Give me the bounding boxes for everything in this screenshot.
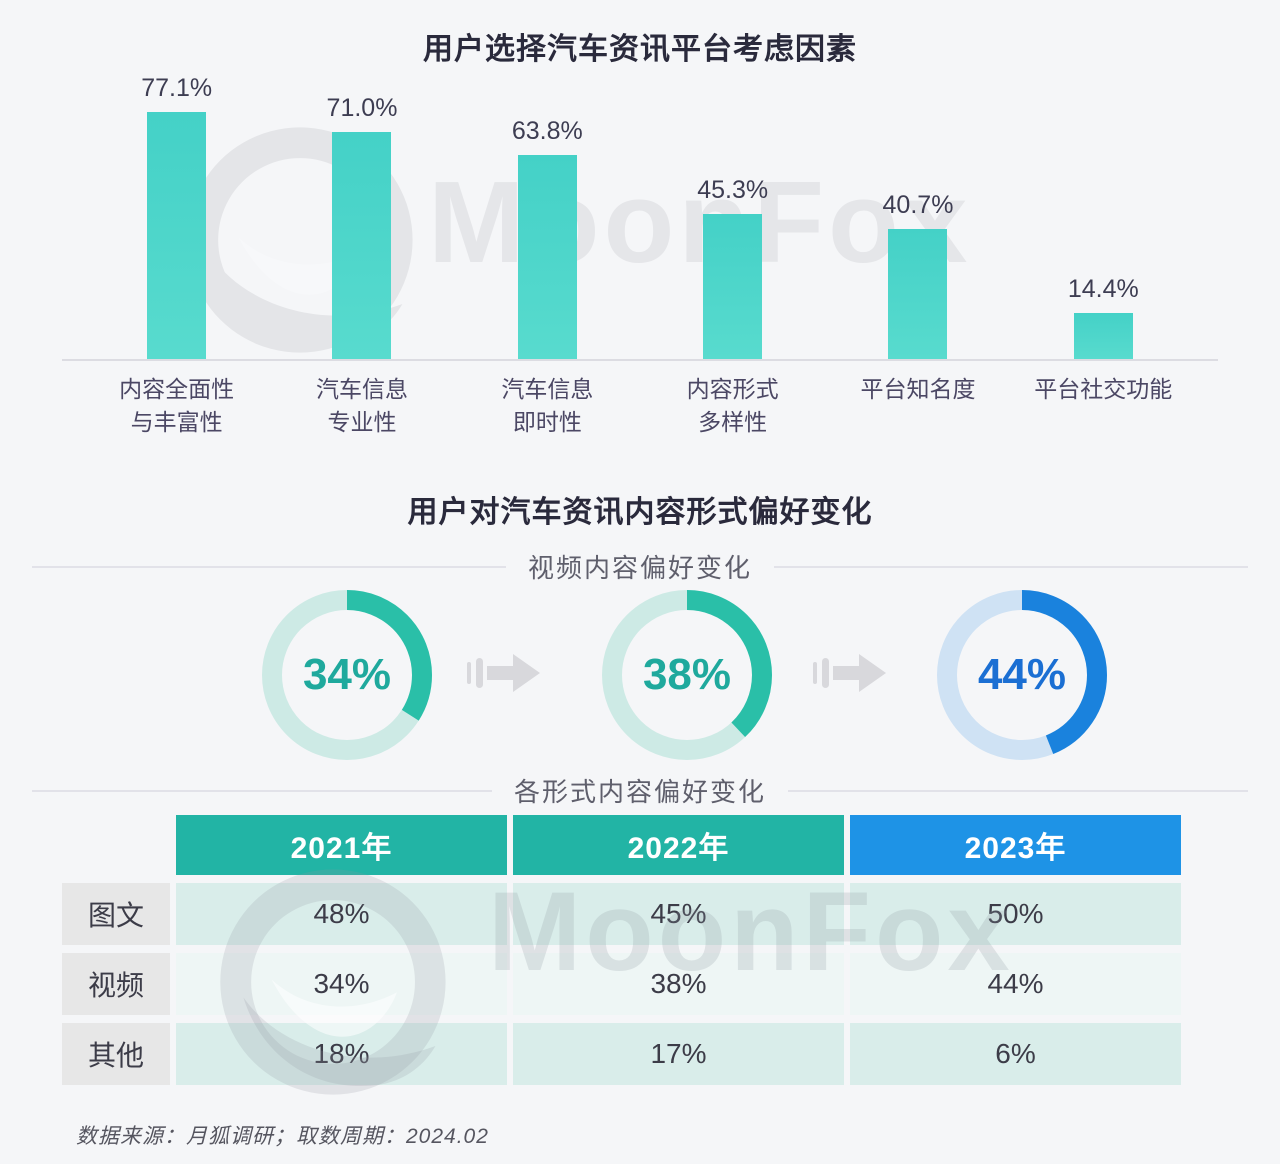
video-preference-subtitle: 视频内容偏好变化 [528,553,753,583]
bar-column: 45.3% [640,176,825,359]
bar-chart-categories: 内容全面性 与丰富性 汽车信息 专业性 汽车信息 即时性 内容形式 多样性 平台知名度 平台社交功… [84,373,1196,439]
arrow-right-icon [466,650,542,701]
donut-ring [262,590,432,760]
bar [147,112,207,359]
table-cell: 34% [176,953,507,1015]
table-cell: 44% [850,953,1181,1015]
donut-ring [937,590,1107,760]
divider-line [774,565,1249,568]
donut-chart: 44% [936,589,1108,761]
bar-value-label: 14.4% [1067,275,1139,303]
bar-column: 14.4% [1011,275,1196,359]
table-cell: 50% [850,883,1181,945]
table-row-label: 其他 [62,1023,170,1085]
table-row-label: 图文 [62,883,170,945]
bar-chart-title: 用户选择汽车资讯平台考虑因素 [423,33,857,66]
bar-value-label: 71.0% [326,94,398,122]
table-header-cell: 2021年 [176,815,507,875]
table-cell: 45% [513,883,844,945]
format-preference-subhead: 各形式内容偏好变化 [32,772,1249,809]
bar [888,229,948,359]
data-source-note: 数据来源：月狐调研；取数周期：2024.02 [76,1125,489,1148]
table-header-cell: 2022年 [513,815,844,875]
table-cell: 17% [513,1023,844,1085]
format-preference-subtitle: 各形式内容偏好变化 [514,777,767,807]
bar [517,155,577,359]
bar-category-label: 内容全面性 与丰富性 [119,376,235,435]
bar-column: 77.1% [84,74,269,359]
bar [332,132,392,359]
bar-category-label: 平台知名度 [860,376,976,402]
table-cell: 48% [176,883,507,945]
donut-chart: 38% [601,589,773,761]
bar-value-label: 45.3% [697,176,769,204]
bar-category-label: 汽车信息 专业性 [315,376,408,435]
divider-line [788,789,1249,792]
table-cell: 38% [513,953,844,1015]
donut-ring [602,590,772,760]
bar-column: 63.8% [455,117,640,359]
table-cell: 6% [850,1023,1181,1085]
divider-line [32,789,492,792]
divider-line [32,565,506,568]
bar-category-label: 平台社交功能 [1034,376,1173,402]
bar-value-label: 40.7% [882,191,954,219]
donut-chart: 34% [261,589,433,761]
bar-column: 71.0% [269,94,454,359]
bar [1073,313,1133,359]
bar-category-label: 内容形式 多样性 [686,376,779,435]
table-corner-cell [62,815,170,875]
bar-column: 40.7% [825,191,1010,359]
preference-table: 2021年 2022年 2023年 图文 48% 45% 50% 视频 34% 38% 44% 其他 1… [62,815,1182,1085]
table-header-cell: 2023年 [850,815,1181,875]
bar [703,214,763,359]
donut-value-label: 38% [642,650,732,699]
preference-section-title: 用户对汽车资讯内容形式偏好变化 [407,496,873,529]
video-preference-subhead: 视频内容偏好变化 [32,548,1249,585]
table-cell: 18% [176,1023,507,1085]
bar-category-label: 汽车信息 即时性 [501,376,594,435]
donut-value-label: 34% [302,650,392,699]
bar-value-label: 63.8% [511,117,583,145]
bar-chart-axis-line [62,359,1218,361]
bar-value-label: 77.1% [141,74,213,102]
table-row-label: 视频 [62,953,170,1015]
donut-value-label: 44% [977,650,1067,699]
arrow-right-icon [812,650,888,701]
